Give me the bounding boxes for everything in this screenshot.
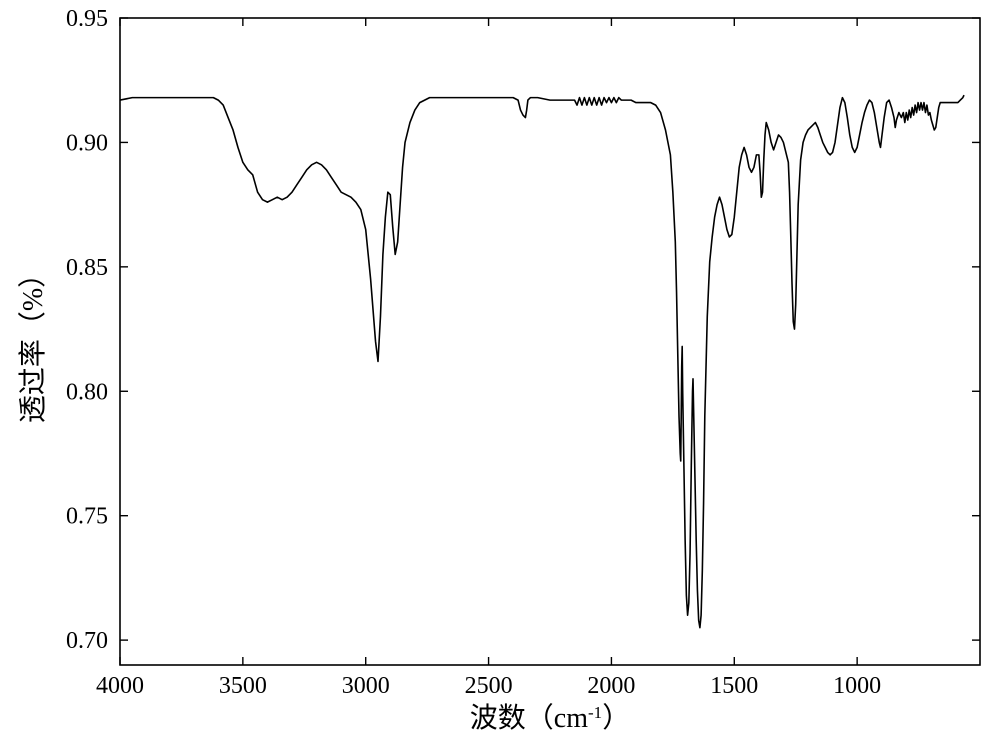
x-tick-label: 3000 <box>342 673 390 699</box>
x-tick-label: 1000 <box>833 673 881 699</box>
y-tick-label: 0.95 <box>66 6 108 32</box>
ir-spectrum-chart: 4000 3500 3000 2500 2000 1500 1000 0.95 0.90 0.85… <box>0 0 1000 748</box>
y-tick-label: 0.85 <box>66 255 108 281</box>
x-tick-label: 4000 <box>96 673 144 699</box>
x-tick-label: 2000 <box>587 673 635 699</box>
x-tick-label: 1500 <box>710 673 758 699</box>
x-axis-label: 波数（cm-1） <box>470 702 630 734</box>
y-tick-label: 0.90 <box>66 130 108 156</box>
y-tick-label: 0.75 <box>66 504 108 530</box>
y-tick-label: 0.80 <box>66 379 108 405</box>
y-axis-label: 透过率（%） <box>17 260 49 423</box>
x-tick-label: 3500 <box>219 673 267 699</box>
x-tick-label: 2500 <box>465 673 513 699</box>
y-tick-label: 0.70 <box>66 628 108 654</box>
